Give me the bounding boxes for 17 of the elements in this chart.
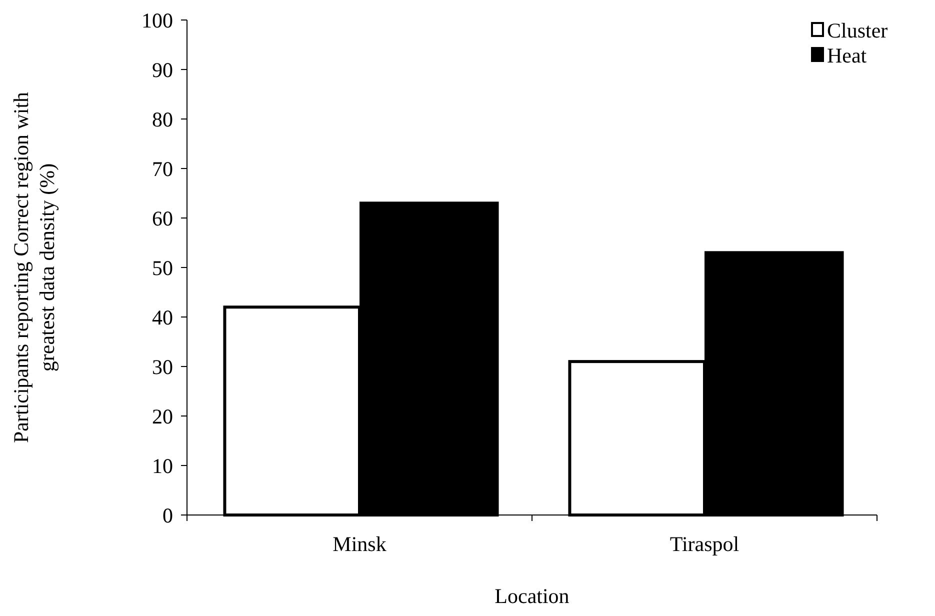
y-tick-label: 60 <box>152 206 173 230</box>
y-tick-label: 80 <box>152 107 173 132</box>
y-tick-label: 40 <box>152 305 173 330</box>
y-axis-title: Participants reporting Correct region with greatest data density (%) <box>9 91 59 444</box>
legend-label: Heat <box>827 43 867 68</box>
y-tick-label: 30 <box>152 354 173 379</box>
y-tick-label: 90 <box>152 58 173 82</box>
y-tick-label: 0 <box>162 503 173 528</box>
y-tick-label: 70 <box>152 156 173 181</box>
y-tick-label: 100 <box>142 8 173 32</box>
y-tick-label: 10 <box>152 454 173 478</box>
x-tick-label: Tiraspol <box>670 532 740 556</box>
x-tick-label: Minsk <box>332 532 387 556</box>
x-axis-title: Location <box>494 584 570 608</box>
y-tick-label: 20 <box>152 404 173 428</box>
y-tick-label: 50 <box>152 256 173 280</box>
legend-label: Cluster <box>827 18 888 42</box>
